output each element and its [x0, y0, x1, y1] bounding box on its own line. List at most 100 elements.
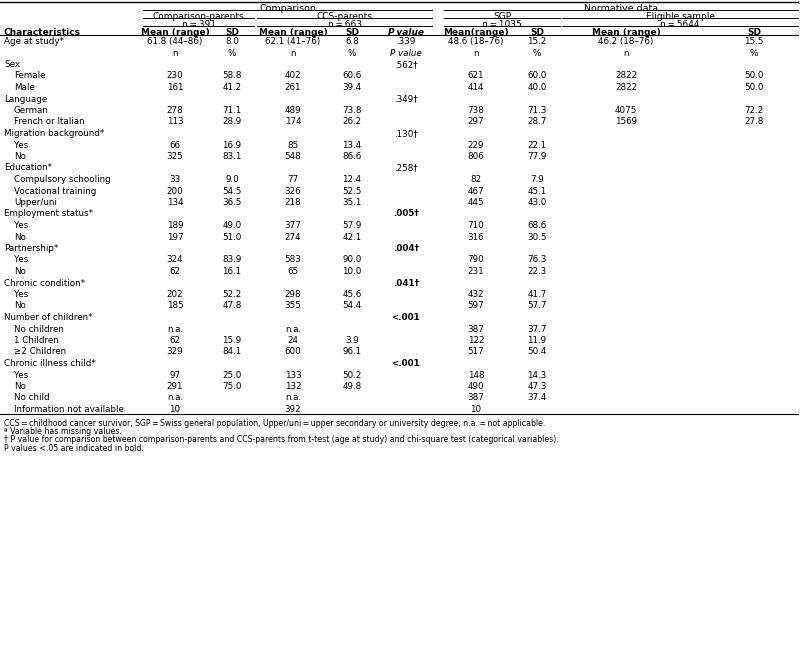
Text: No: No: [14, 233, 26, 241]
Text: .041†: .041†: [393, 278, 419, 288]
Text: 329: 329: [166, 348, 183, 356]
Text: 10: 10: [170, 405, 181, 414]
Text: 2822: 2822: [615, 71, 637, 81]
Text: 298: 298: [285, 290, 302, 299]
Text: Female: Female: [14, 71, 46, 81]
Text: 325: 325: [166, 152, 183, 161]
Text: 24: 24: [287, 336, 298, 345]
Text: n = 663: n = 663: [327, 20, 362, 29]
Text: 28.9: 28.9: [222, 118, 242, 126]
Text: .004†: .004†: [393, 244, 419, 253]
Text: 72.2: 72.2: [744, 106, 764, 115]
Text: 49.8: 49.8: [342, 382, 362, 391]
Text: 230: 230: [166, 71, 183, 81]
Text: German: German: [14, 106, 49, 115]
Text: 202: 202: [166, 290, 183, 299]
Text: n.a.: n.a.: [167, 325, 183, 334]
Text: 278: 278: [166, 106, 183, 115]
Text: 15.5: 15.5: [744, 37, 764, 46]
Text: 50.4: 50.4: [527, 348, 546, 356]
Text: Mean (range): Mean (range): [592, 28, 660, 37]
Text: 806: 806: [468, 152, 484, 161]
Text: n: n: [623, 48, 629, 58]
Text: 3.9: 3.9: [345, 336, 359, 345]
Text: 73.8: 73.8: [342, 106, 362, 115]
Text: 174: 174: [285, 118, 302, 126]
Text: Mean (range): Mean (range): [141, 28, 210, 37]
Text: 710: 710: [468, 221, 484, 230]
Text: 134: 134: [166, 198, 183, 207]
Text: P values <.05 are indicated in bold.: P values <.05 are indicated in bold.: [4, 444, 144, 453]
Text: n: n: [474, 48, 478, 58]
Text: n = 1035: n = 1035: [482, 20, 522, 29]
Text: 58.8: 58.8: [222, 71, 242, 81]
Text: Yes: Yes: [14, 256, 28, 264]
Text: 22.3: 22.3: [527, 267, 546, 276]
Text: .339: .339: [396, 37, 416, 46]
Text: 37.4: 37.4: [527, 393, 546, 403]
Text: n.a.: n.a.: [167, 393, 183, 403]
Text: ª Variable has missing values.: ª Variable has missing values.: [4, 427, 122, 436]
Text: 445: 445: [468, 198, 484, 207]
Text: Education*: Education*: [4, 163, 52, 173]
Text: .562†: .562†: [394, 60, 418, 69]
Text: 12.4: 12.4: [342, 175, 362, 184]
Text: <.001: <.001: [392, 359, 420, 368]
Text: Normative data: Normative data: [584, 4, 658, 13]
Text: Vocational training: Vocational training: [14, 186, 96, 196]
Text: 583: 583: [285, 256, 302, 264]
Text: Comparison: Comparison: [259, 4, 316, 13]
Text: Male: Male: [14, 83, 34, 92]
Text: † P value for comparison between comparison-parents and CCS-parents from t-test : † P value for comparison between compari…: [4, 436, 558, 444]
Text: Mean (range): Mean (range): [258, 28, 327, 37]
Text: 133: 133: [285, 371, 302, 379]
Text: 84.1: 84.1: [222, 348, 242, 356]
Text: 316: 316: [468, 233, 484, 241]
Text: 291: 291: [166, 382, 183, 391]
Text: Language: Language: [4, 95, 47, 104]
Text: Chronic condition*: Chronic condition*: [4, 278, 85, 288]
Text: 432: 432: [468, 290, 484, 299]
Text: n: n: [172, 48, 178, 58]
Text: 790: 790: [468, 256, 484, 264]
Text: ≥2 Children: ≥2 Children: [14, 348, 66, 356]
Text: 9.0: 9.0: [225, 175, 239, 184]
Text: 51.0: 51.0: [222, 233, 242, 241]
Text: 27.8: 27.8: [744, 118, 764, 126]
Text: 60.0: 60.0: [527, 71, 546, 81]
Text: 355: 355: [285, 301, 302, 311]
Text: 62: 62: [170, 336, 181, 345]
Text: 65: 65: [287, 267, 298, 276]
Text: 467: 467: [468, 186, 484, 196]
Text: Age at study*: Age at study*: [4, 37, 64, 46]
Text: 11.9: 11.9: [527, 336, 546, 345]
Text: Information not available: Information not available: [14, 405, 124, 414]
Text: 392: 392: [285, 405, 302, 414]
Text: 96.1: 96.1: [342, 348, 362, 356]
Text: 324: 324: [166, 256, 183, 264]
Text: .349†: .349†: [394, 95, 418, 104]
Text: Yes: Yes: [14, 141, 28, 149]
Text: 37.7: 37.7: [527, 325, 546, 334]
Text: 33: 33: [170, 175, 181, 184]
Text: 229: 229: [468, 141, 484, 149]
Text: Yes: Yes: [14, 290, 28, 299]
Text: 85: 85: [287, 141, 298, 149]
Text: Sex: Sex: [4, 60, 20, 69]
Text: n = 391: n = 391: [182, 20, 215, 29]
Text: 14.3: 14.3: [527, 371, 546, 379]
Text: P value: P value: [388, 28, 424, 37]
Text: 113: 113: [166, 118, 183, 126]
Text: Yes: Yes: [14, 371, 28, 379]
Text: 402: 402: [285, 71, 302, 81]
Text: 16.9: 16.9: [222, 141, 242, 149]
Text: 77.9: 77.9: [527, 152, 546, 161]
Text: 185: 185: [166, 301, 183, 311]
Text: 68.6: 68.6: [527, 221, 546, 230]
Text: 326: 326: [285, 186, 302, 196]
Text: 600: 600: [285, 348, 302, 356]
Text: P value: P value: [390, 48, 422, 58]
Text: No child: No child: [14, 393, 50, 403]
Text: 75.0: 75.0: [222, 382, 242, 391]
Text: 57.7: 57.7: [527, 301, 546, 311]
